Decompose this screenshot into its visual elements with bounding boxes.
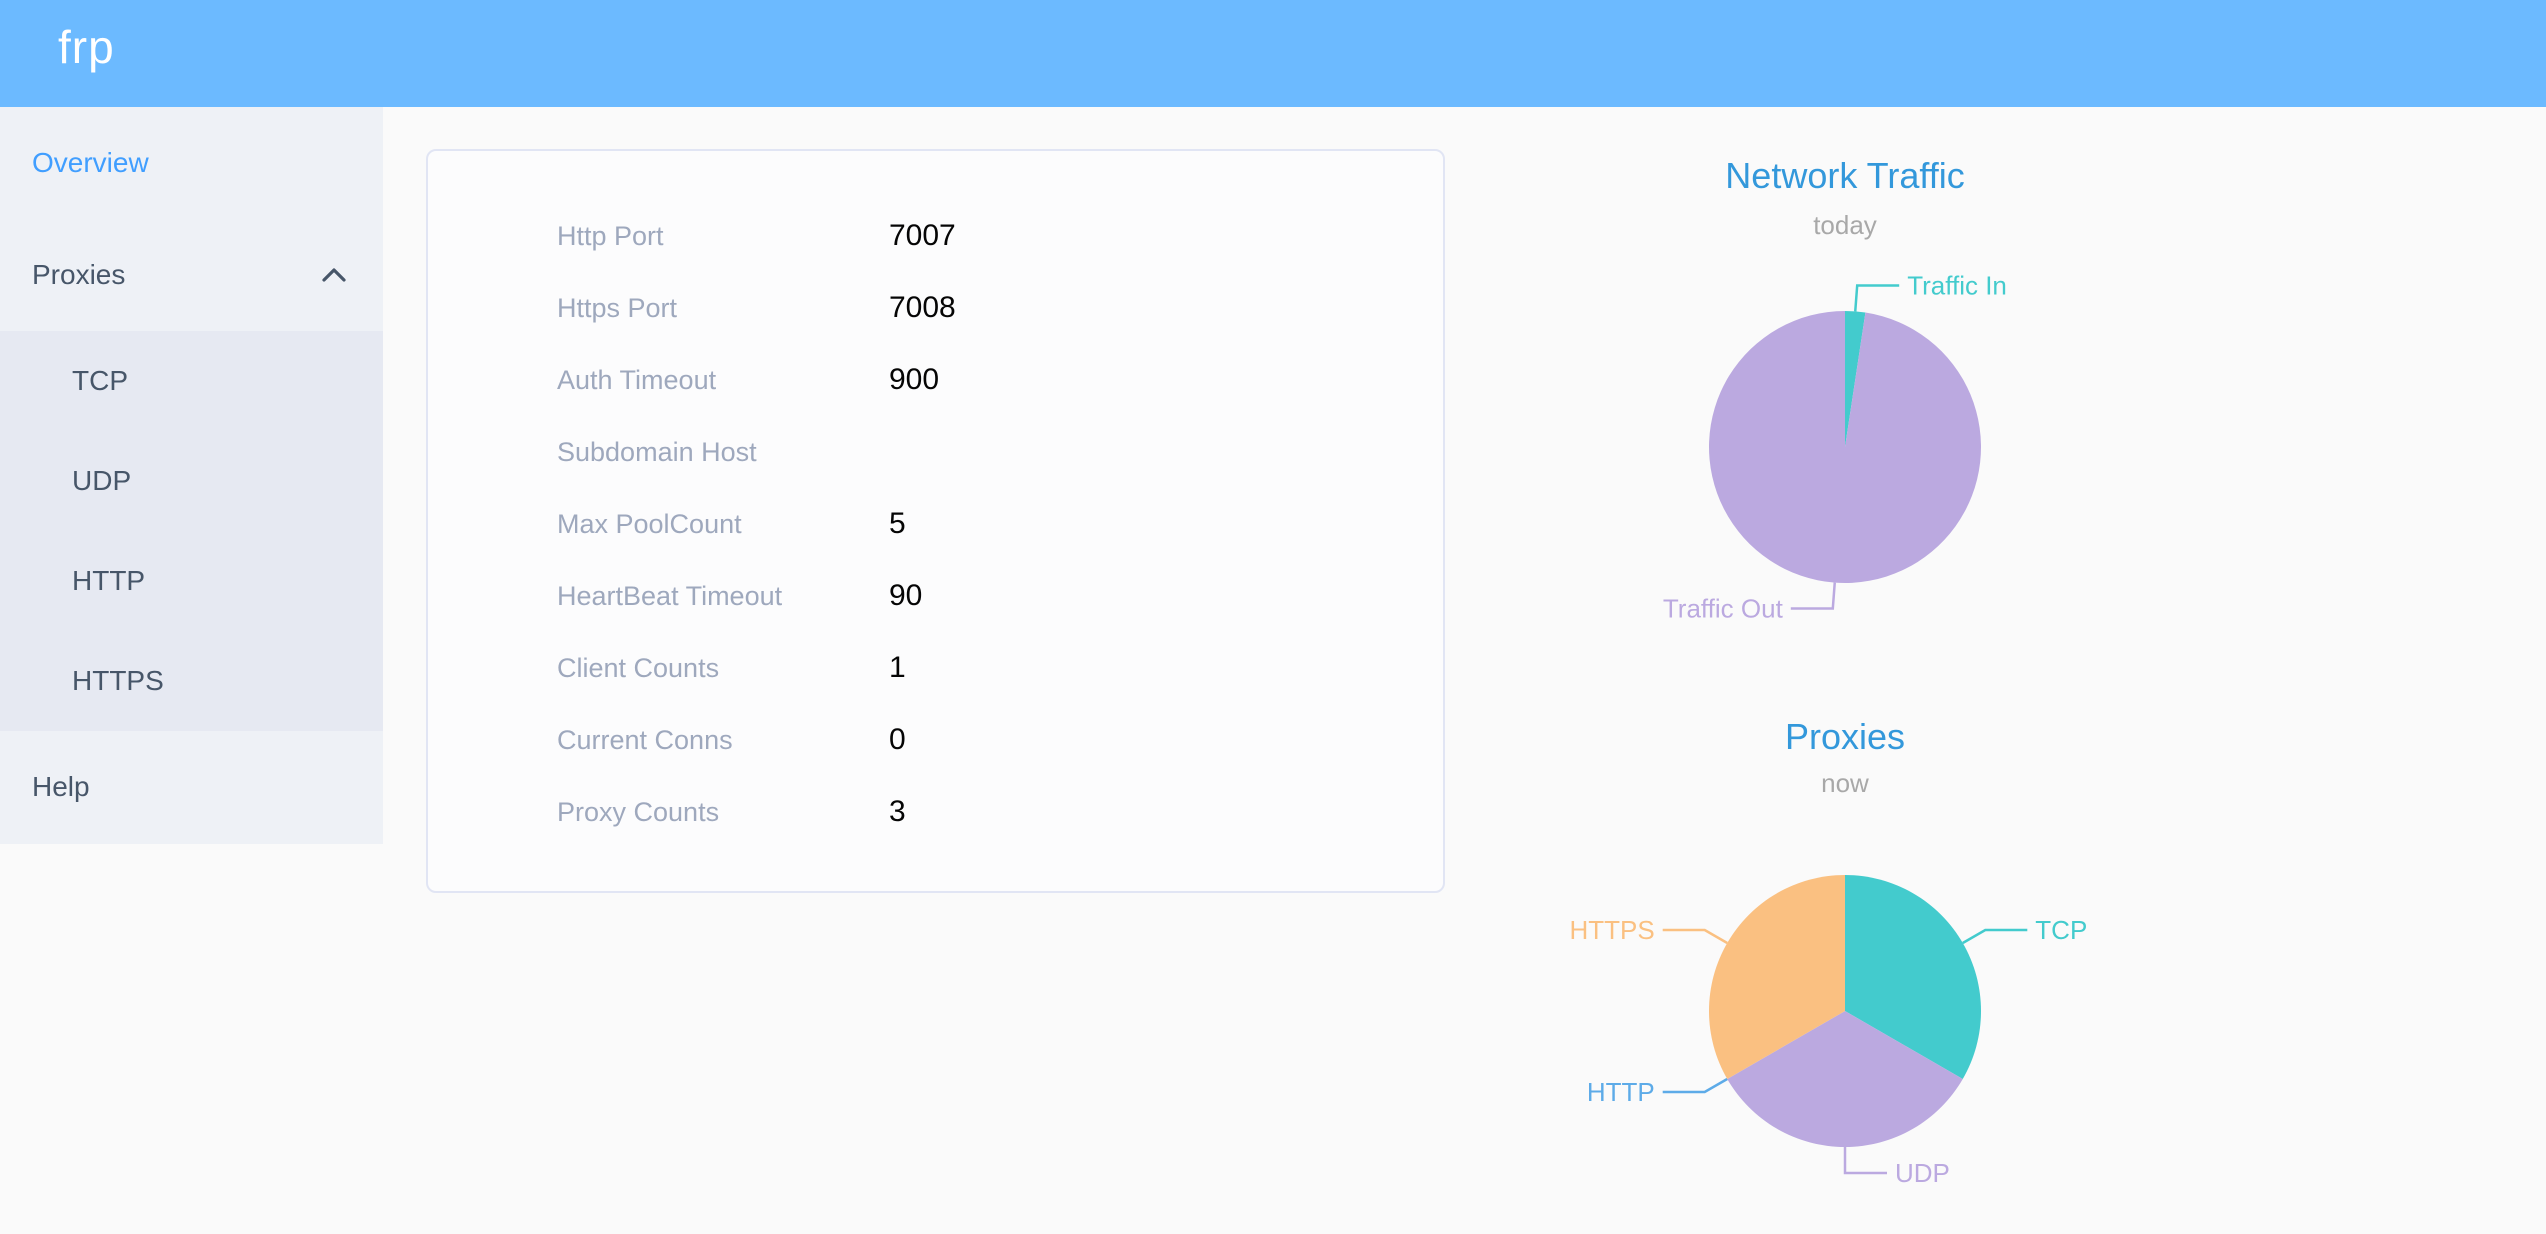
sidebar-item-https[interactable]: HTTPS — [72, 665, 164, 696]
config-row-auth-timeout: Auth Timeout 900 — [428, 344, 1443, 416]
config-label: Https Port — [557, 292, 678, 323]
config-value: 90 — [889, 579, 923, 612]
config-value: 0 — [889, 723, 906, 756]
sidebar-item-udp[interactable]: UDP — [72, 465, 132, 496]
config-label: Auth Timeout — [557, 364, 717, 395]
proxies-subtitle: now — [1821, 768, 1869, 798]
config-row-https-port: Https Port 7008 — [428, 272, 1443, 344]
config-label: Client Counts — [557, 652, 720, 683]
network-traffic-subtitle: today — [1813, 210, 1877, 240]
app-header: frp — [0, 0, 2546, 107]
config-label: Proxy Counts — [557, 796, 720, 827]
pie-slice-tcp[interactable] — [1845, 875, 1981, 1079]
pie-slice-label: HTTP — [1587, 1077, 1655, 1107]
pie-slice-traffic-out[interactable] — [1709, 311, 1981, 583]
frp-logo: frp — [58, 20, 115, 73]
config-row-max-poolcount: Max PoolCount 5 — [428, 488, 1443, 560]
pie-label-leader-line — [1962, 928, 2028, 945]
config-label: Current Conns — [557, 724, 733, 755]
config-label: Subdomain Host — [557, 436, 757, 467]
config-row-heartbeat-timeout: HeartBeat Timeout 90 — [428, 560, 1443, 632]
chevron-up-icon — [322, 268, 346, 282]
config-row-http-port: Http Port 7007 — [428, 200, 1443, 272]
config-label: HeartBeat Timeout — [557, 580, 783, 611]
config-value: 7008 — [889, 291, 956, 324]
pie-slice-label: Traffic Out — [1663, 594, 1784, 624]
server-config-card: Http Port 7007 Https Port 7008 Auth Time… — [426, 149, 1445, 893]
config-value: 900 — [889, 363, 940, 396]
config-value: 3 — [889, 795, 906, 828]
proxies-title: Proxies — [1784, 716, 1906, 757]
config-row-client-counts: Client Counts 1 — [428, 632, 1443, 704]
pie-label-leader-line — [1853, 284, 1900, 312]
config-label: Http Port — [557, 220, 664, 251]
sidebar-item-proxies[interactable]: Proxies — [0, 219, 383, 331]
pie-label-leader-line — [1662, 928, 1728, 945]
sidebar: Overview Proxies TCP UDP HTTP HTTPS Help — [0, 107, 383, 844]
config-label: Max PoolCount — [557, 508, 742, 539]
config-value: 5 — [889, 507, 906, 540]
pie-label-leader-line — [1843, 1147, 1887, 1175]
sidebar-item-tcp[interactable]: TCP — [72, 365, 128, 396]
config-row-proxy-counts: Proxy Counts 3 — [428, 776, 1443, 848]
config-value: 7007 — [889, 219, 956, 252]
sidebar-item-proxies-label: Proxies — [32, 259, 126, 290]
config-row-current-conns: Current Conns 0 — [428, 704, 1443, 776]
pie-slice-label: HTTPS — [1569, 915, 1654, 945]
sidebar-item-http[interactable]: HTTP — [72, 565, 146, 596]
pie-slice-traffic-in[interactable] — [1845, 311, 1866, 447]
sidebar-item-overview[interactable]: Overview — [32, 147, 149, 178]
proxies-submenu: TCP UDP HTTP HTTPS — [0, 331, 383, 731]
network-traffic-title: Network Traffic — [1725, 155, 1965, 196]
proxies-pie-chart[interactable]: TCP UDP HTTP HTTPS — [1525, 860, 2165, 1220]
sidebar-item-help[interactable]: Help — [32, 771, 90, 802]
pie-slice-label: UDP — [1895, 1158, 1950, 1188]
pie-slice-udp[interactable] — [1727, 1011, 1963, 1147]
pie-slice-label: TCP — [2035, 915, 2087, 945]
pie-slice-https[interactable] — [1709, 875, 1845, 1079]
pie-slice-label: Traffic In — [1907, 270, 2007, 300]
pie-label-leader-line — [1662, 1077, 1728, 1094]
config-value: 1 — [889, 651, 906, 684]
network-traffic-pie-chart[interactable]: Traffic In Traffic Out — [1525, 250, 2165, 670]
pie-label-leader-line — [1790, 582, 1837, 610]
config-row-subdomain-host: Subdomain Host — [428, 416, 1443, 488]
